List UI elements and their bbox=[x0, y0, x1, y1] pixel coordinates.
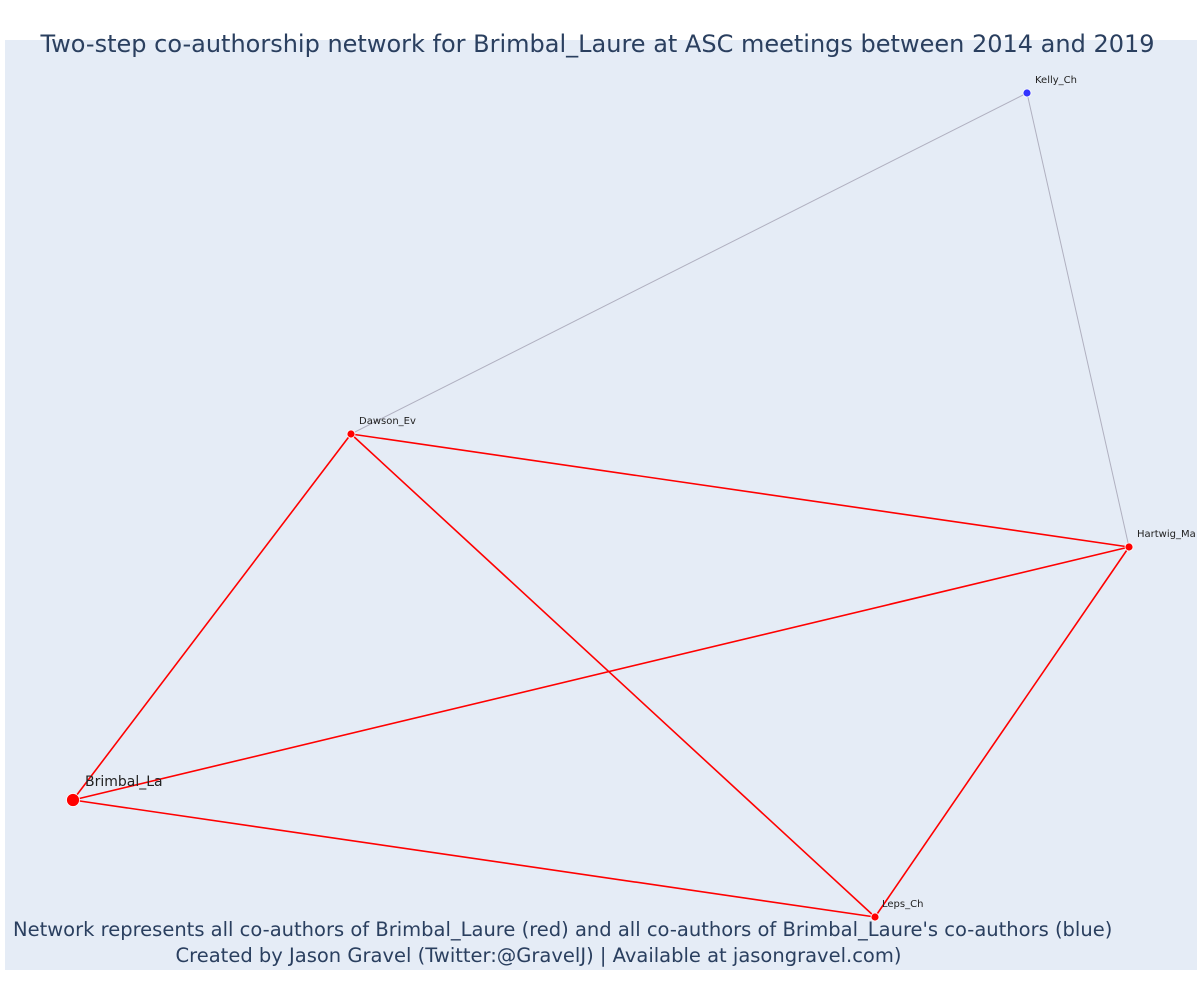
node-kelly[interactable] bbox=[1022, 88, 1032, 98]
node-label-dawson: Dawson_Ev bbox=[359, 416, 416, 427]
edge-hartwig-leps bbox=[874, 546, 1130, 918]
edge-dawson-kelly bbox=[350, 92, 1028, 435]
edge-hartwig-kelly bbox=[1026, 92, 1130, 548]
caption-line2: Created by Jason Gravel (Twitter:@Gravel… bbox=[175, 944, 902, 967]
node-label-hartwig: Hartwig_Ma bbox=[1137, 529, 1196, 540]
node-label-leps: Leps_Ch bbox=[882, 899, 923, 910]
edge-dawson-hartwig bbox=[350, 433, 1130, 548]
node-hartwig[interactable] bbox=[1124, 542, 1134, 552]
edges-layer bbox=[72, 92, 1130, 918]
node-dawson[interactable] bbox=[346, 429, 356, 439]
edge-brimbal-hartwig bbox=[72, 546, 1130, 801]
plot-area bbox=[5, 40, 1197, 970]
chart-title: Two-step co-authorship network for Brimb… bbox=[40, 30, 1155, 58]
edge-dawson-leps bbox=[350, 433, 876, 918]
node-label-brimbal: Brimbal_La bbox=[85, 774, 163, 790]
labels-layer: Brimbal_La Dawson_Ev Hartwig_Ma Leps_Ch Kell… bbox=[85, 75, 1196, 910]
caption-line1: Network represents all co-authors of Bri… bbox=[13, 918, 1113, 941]
node-leps[interactable] bbox=[870, 912, 880, 922]
edge-brimbal-dawson bbox=[72, 433, 352, 801]
node-brimbal[interactable] bbox=[66, 793, 80, 807]
node-label-kelly: Kelly_Ch bbox=[1035, 75, 1077, 86]
nodes-layer bbox=[66, 88, 1134, 922]
edge-brimbal-leps bbox=[72, 799, 876, 918]
